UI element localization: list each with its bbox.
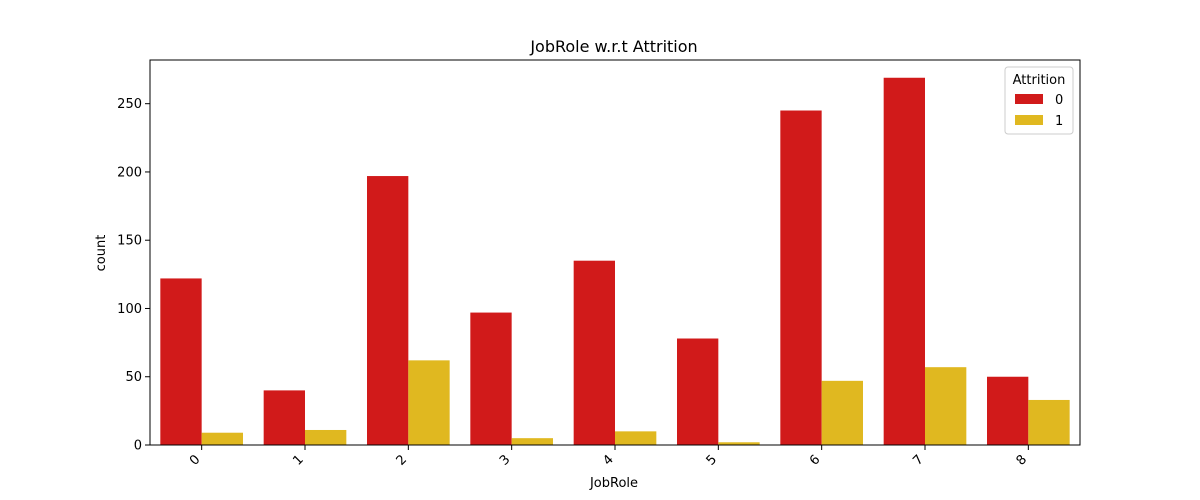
bar-0-attrition-0 (160, 278, 202, 445)
legend-title: Attrition (1013, 73, 1066, 88)
bar-4-attrition-0 (573, 260, 615, 445)
y-tick-label: 0 (134, 439, 142, 454)
bar-8-attrition-0 (987, 376, 1029, 445)
chart-title: JobRole w.r.t Attrition (529, 37, 697, 56)
bar-3-attrition-1 (511, 438, 553, 445)
y-tick-label: 250 (117, 97, 142, 112)
y-tick-label: 200 (117, 165, 142, 180)
x-tick-label: 0 (187, 452, 203, 468)
bar-1-attrition-0 (263, 390, 305, 445)
legend-swatch-1 (1015, 115, 1043, 125)
bar-7-attrition-0 (883, 77, 925, 445)
legend-label-1: 1 (1055, 114, 1063, 129)
legend: Attrition 0 1 (1004, 66, 1074, 135)
legend-label-0: 0 (1055, 93, 1063, 108)
x-tick-label: 8 (1014, 452, 1030, 468)
bar-1-attrition-1 (305, 429, 347, 445)
bar-2-attrition-1 (408, 360, 450, 445)
x-tick-label: 1 (290, 452, 306, 468)
bar-2-attrition-0 (367, 176, 409, 446)
y-tick-label: 50 (125, 370, 142, 385)
x-tick-label: 2 (394, 452, 410, 468)
bar-7-attrition-1 (925, 367, 967, 445)
bar-6-attrition-0 (780, 110, 822, 445)
x-tick-label: 3 (497, 452, 513, 468)
bar-5-attrition-1 (718, 442, 760, 445)
legend-swatch-0 (1015, 94, 1043, 104)
y-axis-label: count (94, 235, 109, 272)
bar-8-attrition-1 (1028, 399, 1070, 445)
bars-group (160, 77, 1070, 446)
bar-5-attrition-0 (677, 338, 719, 445)
bar-3-attrition-0 (470, 312, 512, 445)
x-tick-label: 5 (704, 452, 720, 468)
y-tick-label: 100 (117, 302, 142, 317)
bar-6-attrition-1 (821, 380, 863, 445)
x-tick-label: 6 (807, 452, 823, 468)
x-axis-label: JobRole (589, 476, 638, 491)
x-tick-label: 4 (600, 452, 616, 468)
x-tick-label: 7 (910, 452, 926, 468)
bar-4-attrition-1 (615, 431, 657, 445)
bar-0-attrition-1 (201, 432, 243, 445)
y-tick-label: 150 (117, 234, 142, 249)
